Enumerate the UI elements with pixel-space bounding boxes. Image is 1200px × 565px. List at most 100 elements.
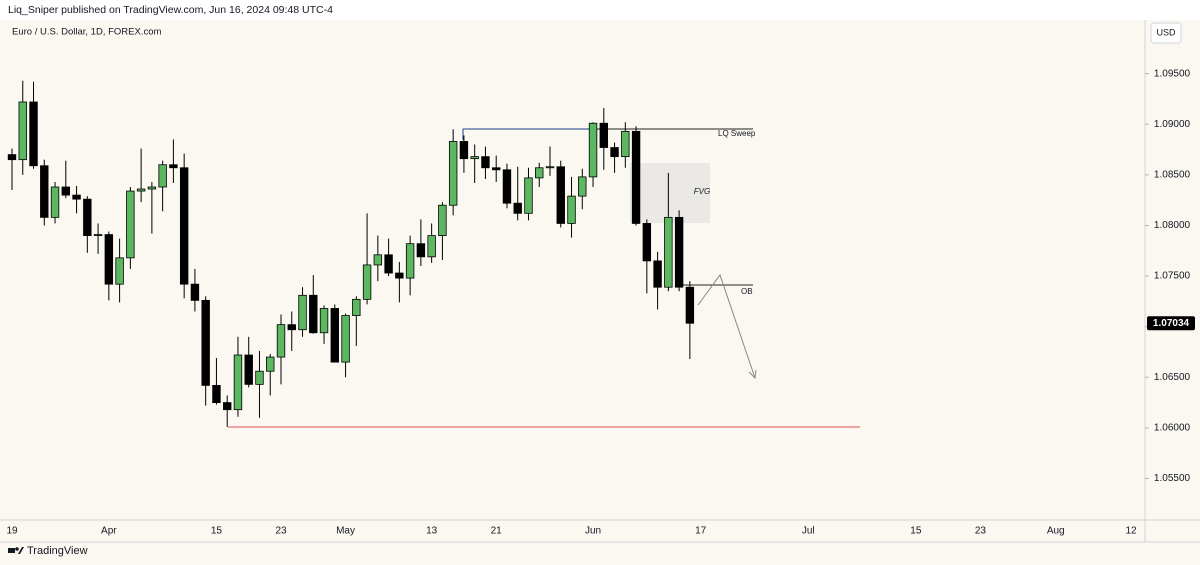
candle-body	[502, 169, 512, 204]
y-tick-label: 1.09500	[1154, 68, 1191, 79]
candle-body	[72, 194, 81, 200]
candle-body	[244, 354, 253, 385]
sweep-label: LQ Sweep	[718, 129, 756, 138]
candle-body	[631, 130, 641, 224]
candle-body	[621, 130, 630, 158]
y-tick-label: 1.08000	[1154, 220, 1191, 231]
candle-body	[524, 177, 533, 214]
candle-body	[147, 186, 157, 190]
candle-body	[438, 204, 447, 236]
candle-body	[298, 294, 307, 331]
fvg-zone	[630, 163, 710, 223]
candle-body	[610, 147, 619, 158]
candle-body	[513, 202, 522, 214]
candle-body	[427, 235, 436, 258]
ob-label: OB	[741, 287, 753, 296]
symbol-title: Euro / U.S. Dollar, 1D, FOREX.com	[12, 27, 161, 38]
candle-body	[169, 164, 178, 169]
y-tick-label: 1.06000	[1154, 423, 1191, 434]
candle-body	[212, 384, 221, 403]
candle-body	[459, 141, 469, 160]
x-tick-label: 12	[1125, 526, 1137, 537]
x-tick-label: Apr	[101, 526, 117, 537]
logo	[8, 547, 24, 554]
y-tick-label: 1.05500	[1154, 473, 1191, 484]
candle-body	[481, 156, 490, 169]
candle-body	[674, 216, 684, 288]
candle-body	[384, 254, 393, 274]
candle-body	[104, 234, 114, 285]
candle-body	[685, 286, 695, 324]
candle-body	[545, 166, 555, 169]
x-tick-label: 23	[975, 526, 987, 537]
candle-body	[126, 190, 135, 259]
x-tick-label: 17	[695, 526, 707, 537]
candle-body	[18, 101, 27, 161]
y-tick-label: 1.06500	[1154, 372, 1191, 383]
x-tick-label: 21	[491, 526, 503, 537]
candle-body	[642, 223, 652, 262]
candle-body	[115, 257, 124, 285]
candle-body	[287, 324, 296, 331]
candle-body	[158, 164, 167, 188]
candle-body	[83, 198, 92, 236]
candle-body	[190, 283, 200, 301]
candle-body	[136, 188, 146, 192]
header-bar	[0, 0, 1200, 20]
candle-body	[233, 354, 243, 411]
candle-body	[599, 122, 608, 148]
y-tick-label: 1.08500	[1154, 169, 1191, 180]
x-tick-label: Aug	[1047, 526, 1065, 537]
candle-body	[341, 315, 350, 363]
candle-body	[470, 156, 479, 160]
currency: USD	[1156, 27, 1176, 37]
candle-body	[653, 260, 662, 288]
candle-body	[319, 308, 329, 334]
x-tick-label: 15	[910, 526, 922, 537]
candle-body	[588, 122, 598, 178]
candle-body	[61, 186, 70, 196]
candle-body	[330, 308, 339, 363]
candle-body	[405, 243, 415, 279]
last-price-label: 1.07034	[1153, 318, 1190, 329]
candle-body	[491, 167, 501, 171]
candle-body	[222, 402, 232, 411]
y-tick-label: 1.07500	[1154, 271, 1191, 282]
candle-body	[201, 299, 210, 386]
brand: TradingView	[27, 545, 88, 557]
currency-button[interactable]	[1150, 22, 1182, 44]
x-tick-label: 23	[275, 526, 287, 537]
candle-body	[93, 234, 103, 236]
x-tick-label: 15	[211, 526, 223, 537]
candle-body	[448, 141, 458, 206]
candle-body	[395, 272, 404, 279]
candle-body	[373, 254, 383, 266]
fvg-label: FVG	[694, 187, 710, 196]
candle-body	[266, 356, 275, 372]
candle-body	[352, 298, 361, 316]
candle-body	[40, 165, 49, 218]
candle-body	[664, 216, 673, 288]
candle-body	[556, 166, 565, 224]
x-tick-label: May	[336, 526, 355, 537]
published-text: Liq_Sniper published on TradingView.com,…	[8, 4, 333, 16]
y-tick-label: 1.09000	[1154, 119, 1191, 130]
x-tick-label: 19	[6, 526, 18, 537]
x-tick-label: 13	[426, 526, 438, 537]
candle-body	[578, 176, 587, 197]
candle-body	[567, 195, 576, 224]
candle-body	[416, 243, 426, 258]
x-tick-label: Jun	[585, 526, 601, 537]
arrow-head	[748, 369, 757, 380]
candle-body	[309, 294, 318, 334]
last-price-box	[1147, 316, 1195, 331]
x-tick-label: Jul	[802, 526, 815, 537]
candle-body	[7, 154, 17, 161]
candle-body	[276, 324, 286, 358]
candle-body	[29, 101, 38, 167]
candle-body	[362, 264, 372, 300]
candle-body	[255, 370, 264, 385]
projection-arrow	[697, 273, 756, 379]
